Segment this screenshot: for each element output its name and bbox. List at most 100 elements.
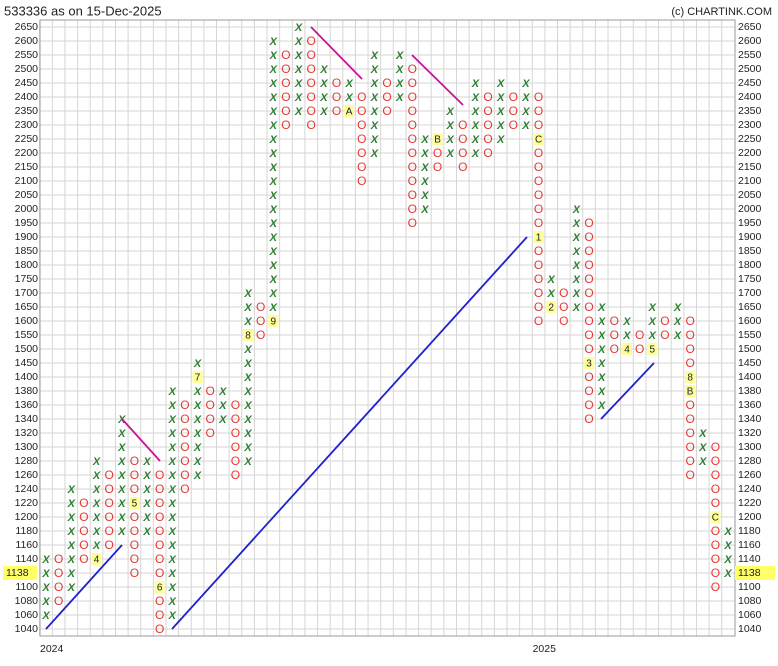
x-box: X bbox=[673, 316, 682, 328]
pnf-column: OOB bbox=[432, 133, 443, 174]
x-box: X bbox=[243, 372, 252, 384]
x-box: X bbox=[193, 386, 202, 398]
x-box: X bbox=[471, 92, 480, 104]
y-tick-label: 1040 bbox=[15, 623, 39, 635]
o-box: O bbox=[408, 174, 417, 188]
pnf-column: XXX bbox=[218, 386, 227, 426]
x-box: X bbox=[41, 582, 50, 594]
credit: (c) CHARTINK.COM bbox=[671, 6, 772, 18]
o-box: O bbox=[483, 118, 492, 132]
pnf-column: 4 XX bbox=[621, 316, 632, 356]
o-box: O bbox=[332, 90, 341, 104]
o-box: O bbox=[534, 104, 543, 118]
o-box: O bbox=[685, 314, 694, 328]
x-box: X bbox=[41, 610, 50, 622]
x-box: X bbox=[269, 302, 278, 314]
x-box: X bbox=[597, 372, 606, 384]
o-box: O bbox=[483, 90, 492, 104]
x-box: X bbox=[597, 358, 606, 370]
o-box: O bbox=[281, 48, 290, 62]
x-box: X bbox=[572, 288, 581, 300]
o-box: O bbox=[559, 286, 568, 300]
o-box: O bbox=[534, 314, 543, 328]
o-box: O bbox=[408, 76, 417, 90]
y-tick-label: 2250 bbox=[15, 133, 39, 145]
x-box: X bbox=[168, 596, 177, 608]
x-box: X bbox=[142, 470, 151, 482]
pnf-column: AXX bbox=[344, 78, 355, 118]
x-box: X bbox=[445, 148, 454, 160]
x-box: X bbox=[168, 386, 177, 398]
month-marker-bg bbox=[243, 329, 254, 341]
x-box: X bbox=[572, 260, 581, 272]
x-box: X bbox=[496, 92, 505, 104]
x-box: X bbox=[117, 442, 126, 454]
o-box: O bbox=[685, 328, 694, 342]
last-price-bg bbox=[735, 566, 775, 580]
x-box: X bbox=[92, 470, 101, 482]
o-box: O bbox=[584, 286, 593, 300]
x-box: X bbox=[622, 330, 631, 342]
o-box: O bbox=[685, 454, 694, 468]
x-box: X bbox=[168, 582, 177, 594]
x-box: X bbox=[92, 540, 101, 552]
month-marker: B bbox=[434, 135, 441, 146]
o-box: O bbox=[206, 426, 215, 440]
y-tick-label-right: 2050 bbox=[738, 189, 762, 201]
month-marker-bg bbox=[344, 105, 355, 117]
y-tick-label: 1300 bbox=[15, 441, 39, 453]
o-box: O bbox=[483, 104, 492, 118]
x-box: X bbox=[92, 484, 101, 496]
month-marker-bg bbox=[710, 511, 721, 523]
x-box: X bbox=[168, 428, 177, 440]
o-box: O bbox=[711, 524, 720, 538]
x-box: X bbox=[243, 428, 252, 440]
x-box: X bbox=[269, 36, 278, 48]
month-marker: 4 bbox=[624, 345, 630, 356]
y-tick-label-right: 2500 bbox=[738, 63, 762, 75]
x-box: X bbox=[547, 274, 556, 286]
x-box: X bbox=[193, 358, 202, 370]
month-marker-bg bbox=[533, 133, 544, 145]
o-box: O bbox=[307, 76, 316, 90]
o-box: O bbox=[408, 202, 417, 216]
o-box: O bbox=[155, 538, 164, 552]
y-tick-label: 2450 bbox=[15, 77, 39, 89]
month-marker-bg bbox=[533, 231, 544, 243]
o-box: O bbox=[180, 482, 189, 496]
pnf-column: OOO bbox=[256, 300, 265, 342]
o-box: O bbox=[408, 118, 417, 132]
o-box: O bbox=[256, 328, 265, 342]
pnf-column: OOO bbox=[559, 286, 568, 328]
x-box: X bbox=[597, 316, 606, 328]
x-box: X bbox=[496, 106, 505, 118]
o-box: O bbox=[382, 76, 391, 90]
o-box: O bbox=[130, 454, 139, 468]
x-box: X bbox=[269, 148, 278, 160]
o-box: O bbox=[155, 510, 164, 524]
y-tick-label: 2000 bbox=[15, 203, 39, 215]
o-box: O bbox=[584, 412, 593, 426]
o-box: O bbox=[584, 384, 593, 398]
x-box: X bbox=[142, 456, 151, 468]
o-box: O bbox=[685, 426, 694, 440]
support-line bbox=[171, 236, 528, 630]
month-marker-bg bbox=[584, 357, 595, 369]
x-box: X bbox=[269, 50, 278, 62]
o-box: O bbox=[382, 90, 391, 104]
o-box: O bbox=[130, 524, 139, 538]
o-box: O bbox=[610, 342, 619, 356]
x-box: X bbox=[395, 92, 404, 104]
o-box: O bbox=[332, 104, 341, 118]
o-box: O bbox=[155, 622, 164, 636]
y-tick-label-right: 1040 bbox=[738, 623, 762, 635]
o-box: O bbox=[458, 132, 467, 146]
y-tick-label-right: 1380 bbox=[738, 385, 762, 397]
o-box: O bbox=[559, 314, 568, 328]
